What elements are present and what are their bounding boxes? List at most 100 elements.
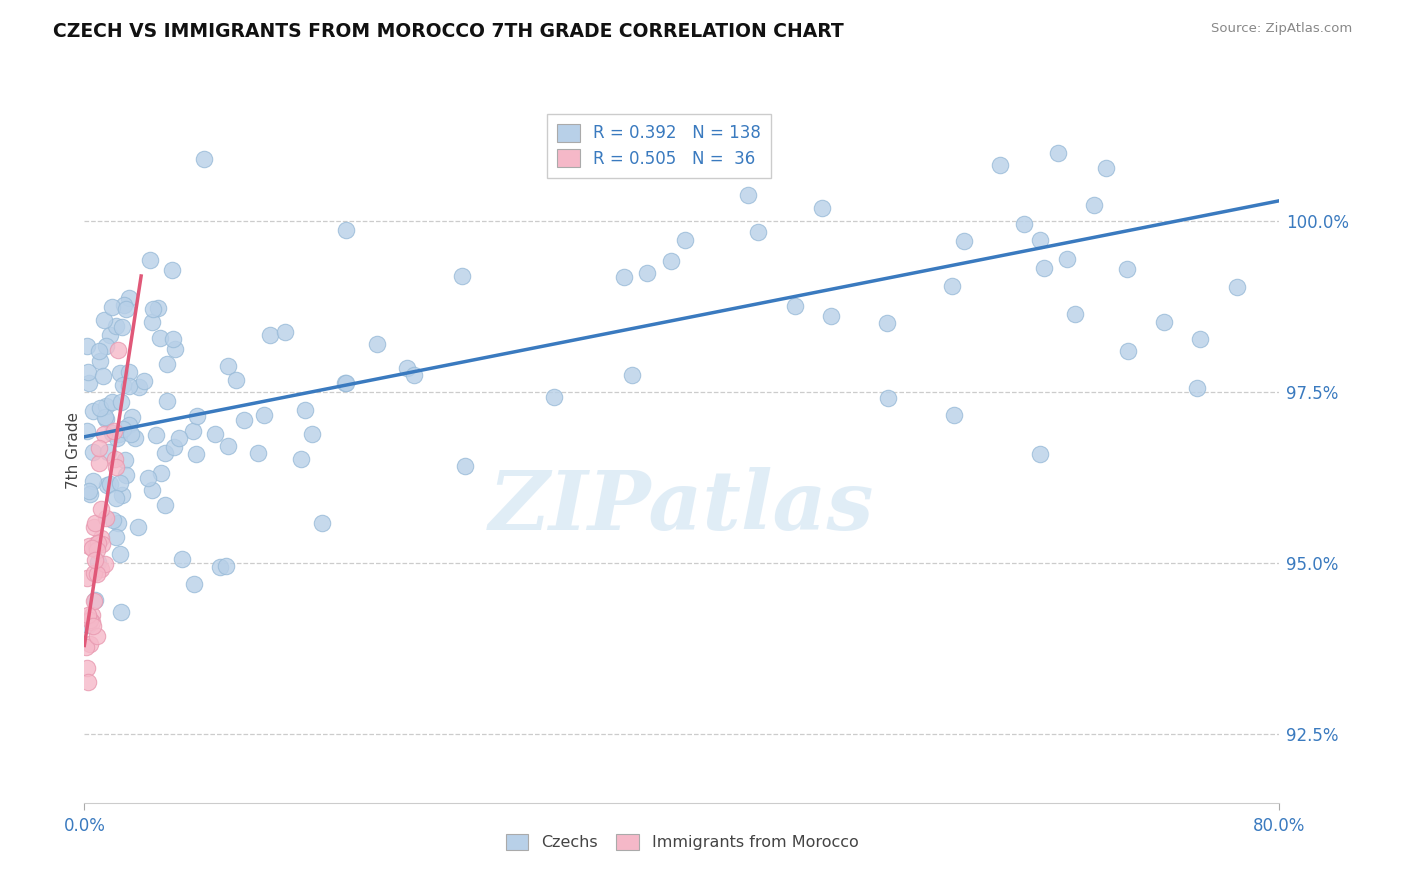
Point [215,559,238,574]
Point [273,325,295,339]
Point [108,548,131,562]
Point [1189,332,1212,346]
Point [114,452,136,467]
Point [117,291,139,305]
Point [94,558,117,572]
Point [86,543,108,558]
Point [259,328,281,343]
Point [1033,261,1056,276]
Point [149,331,172,345]
Point [186,447,208,461]
Point [1012,217,1035,231]
Point [876,317,898,331]
Text: CZECH VS IMMIGRANTS FROM MOROCCO 7TH GRADE CORRELATION CHART: CZECH VS IMMIGRANTS FROM MOROCCO 7TH GRA… [53,22,844,41]
Point [90,562,112,576]
Point [93,427,115,442]
Point [76,339,98,353]
Point [169,431,191,445]
Point [335,376,357,391]
Point [89,441,111,455]
Point [112,298,135,312]
Point [225,373,247,387]
Point [110,366,132,380]
Point [155,446,177,460]
Point [1046,145,1069,160]
Point [96,399,118,413]
Point [134,374,156,388]
Point [820,310,842,324]
Point [737,188,759,202]
Point [117,417,139,432]
Point [1095,161,1118,175]
Point [82,608,104,623]
Point [141,315,163,329]
Point [186,409,208,423]
Point [105,319,128,334]
Point [217,439,239,453]
Point [83,594,105,608]
Point [1029,233,1052,247]
Point [118,379,141,393]
Point [620,368,643,383]
Point [76,424,98,438]
Point [107,516,129,530]
Point [127,520,149,534]
Point [138,471,160,485]
Point [128,380,150,394]
Point [90,537,112,551]
Point [82,404,104,418]
Point [311,516,333,531]
Text: ZIPatlas: ZIPatlas [489,467,875,547]
Point [105,491,128,506]
Point [100,426,122,441]
Point [104,452,127,467]
Point [76,607,98,622]
Point [1226,279,1249,293]
Point [98,477,121,491]
Legend: Czechs, Immigrants from Morocco: Czechs, Immigrants from Morocco [498,826,866,858]
Point [89,456,111,470]
Point [335,223,357,237]
Point [233,413,256,427]
Point [193,152,215,166]
Point [395,360,418,375]
Point [139,253,162,268]
Point [156,393,179,408]
Point [1187,380,1209,394]
Point [82,619,104,633]
Point [117,365,139,379]
Point [76,661,98,675]
Point [83,566,105,580]
Point [114,301,136,316]
Point [105,460,128,475]
Point [613,269,636,284]
Point [76,618,98,632]
Point [80,541,103,555]
Point [156,357,179,371]
Point [86,567,108,582]
Point [953,234,976,248]
Point [333,376,356,391]
Point [105,530,128,544]
Point [121,410,143,425]
Point [83,520,105,534]
Point [673,233,696,247]
Point [402,368,425,382]
Point [145,427,167,442]
Point [1116,261,1139,276]
Point [153,499,176,513]
Point [1153,315,1175,329]
Point [84,537,107,551]
Point [301,426,323,441]
Point [101,395,124,409]
Point [96,478,118,492]
Point [90,502,112,516]
Point [97,445,120,459]
Point [163,342,186,356]
Point [84,553,107,567]
Point [108,427,131,442]
Point [86,629,108,643]
Point [747,225,769,239]
Point [943,408,966,422]
Point [87,555,110,569]
